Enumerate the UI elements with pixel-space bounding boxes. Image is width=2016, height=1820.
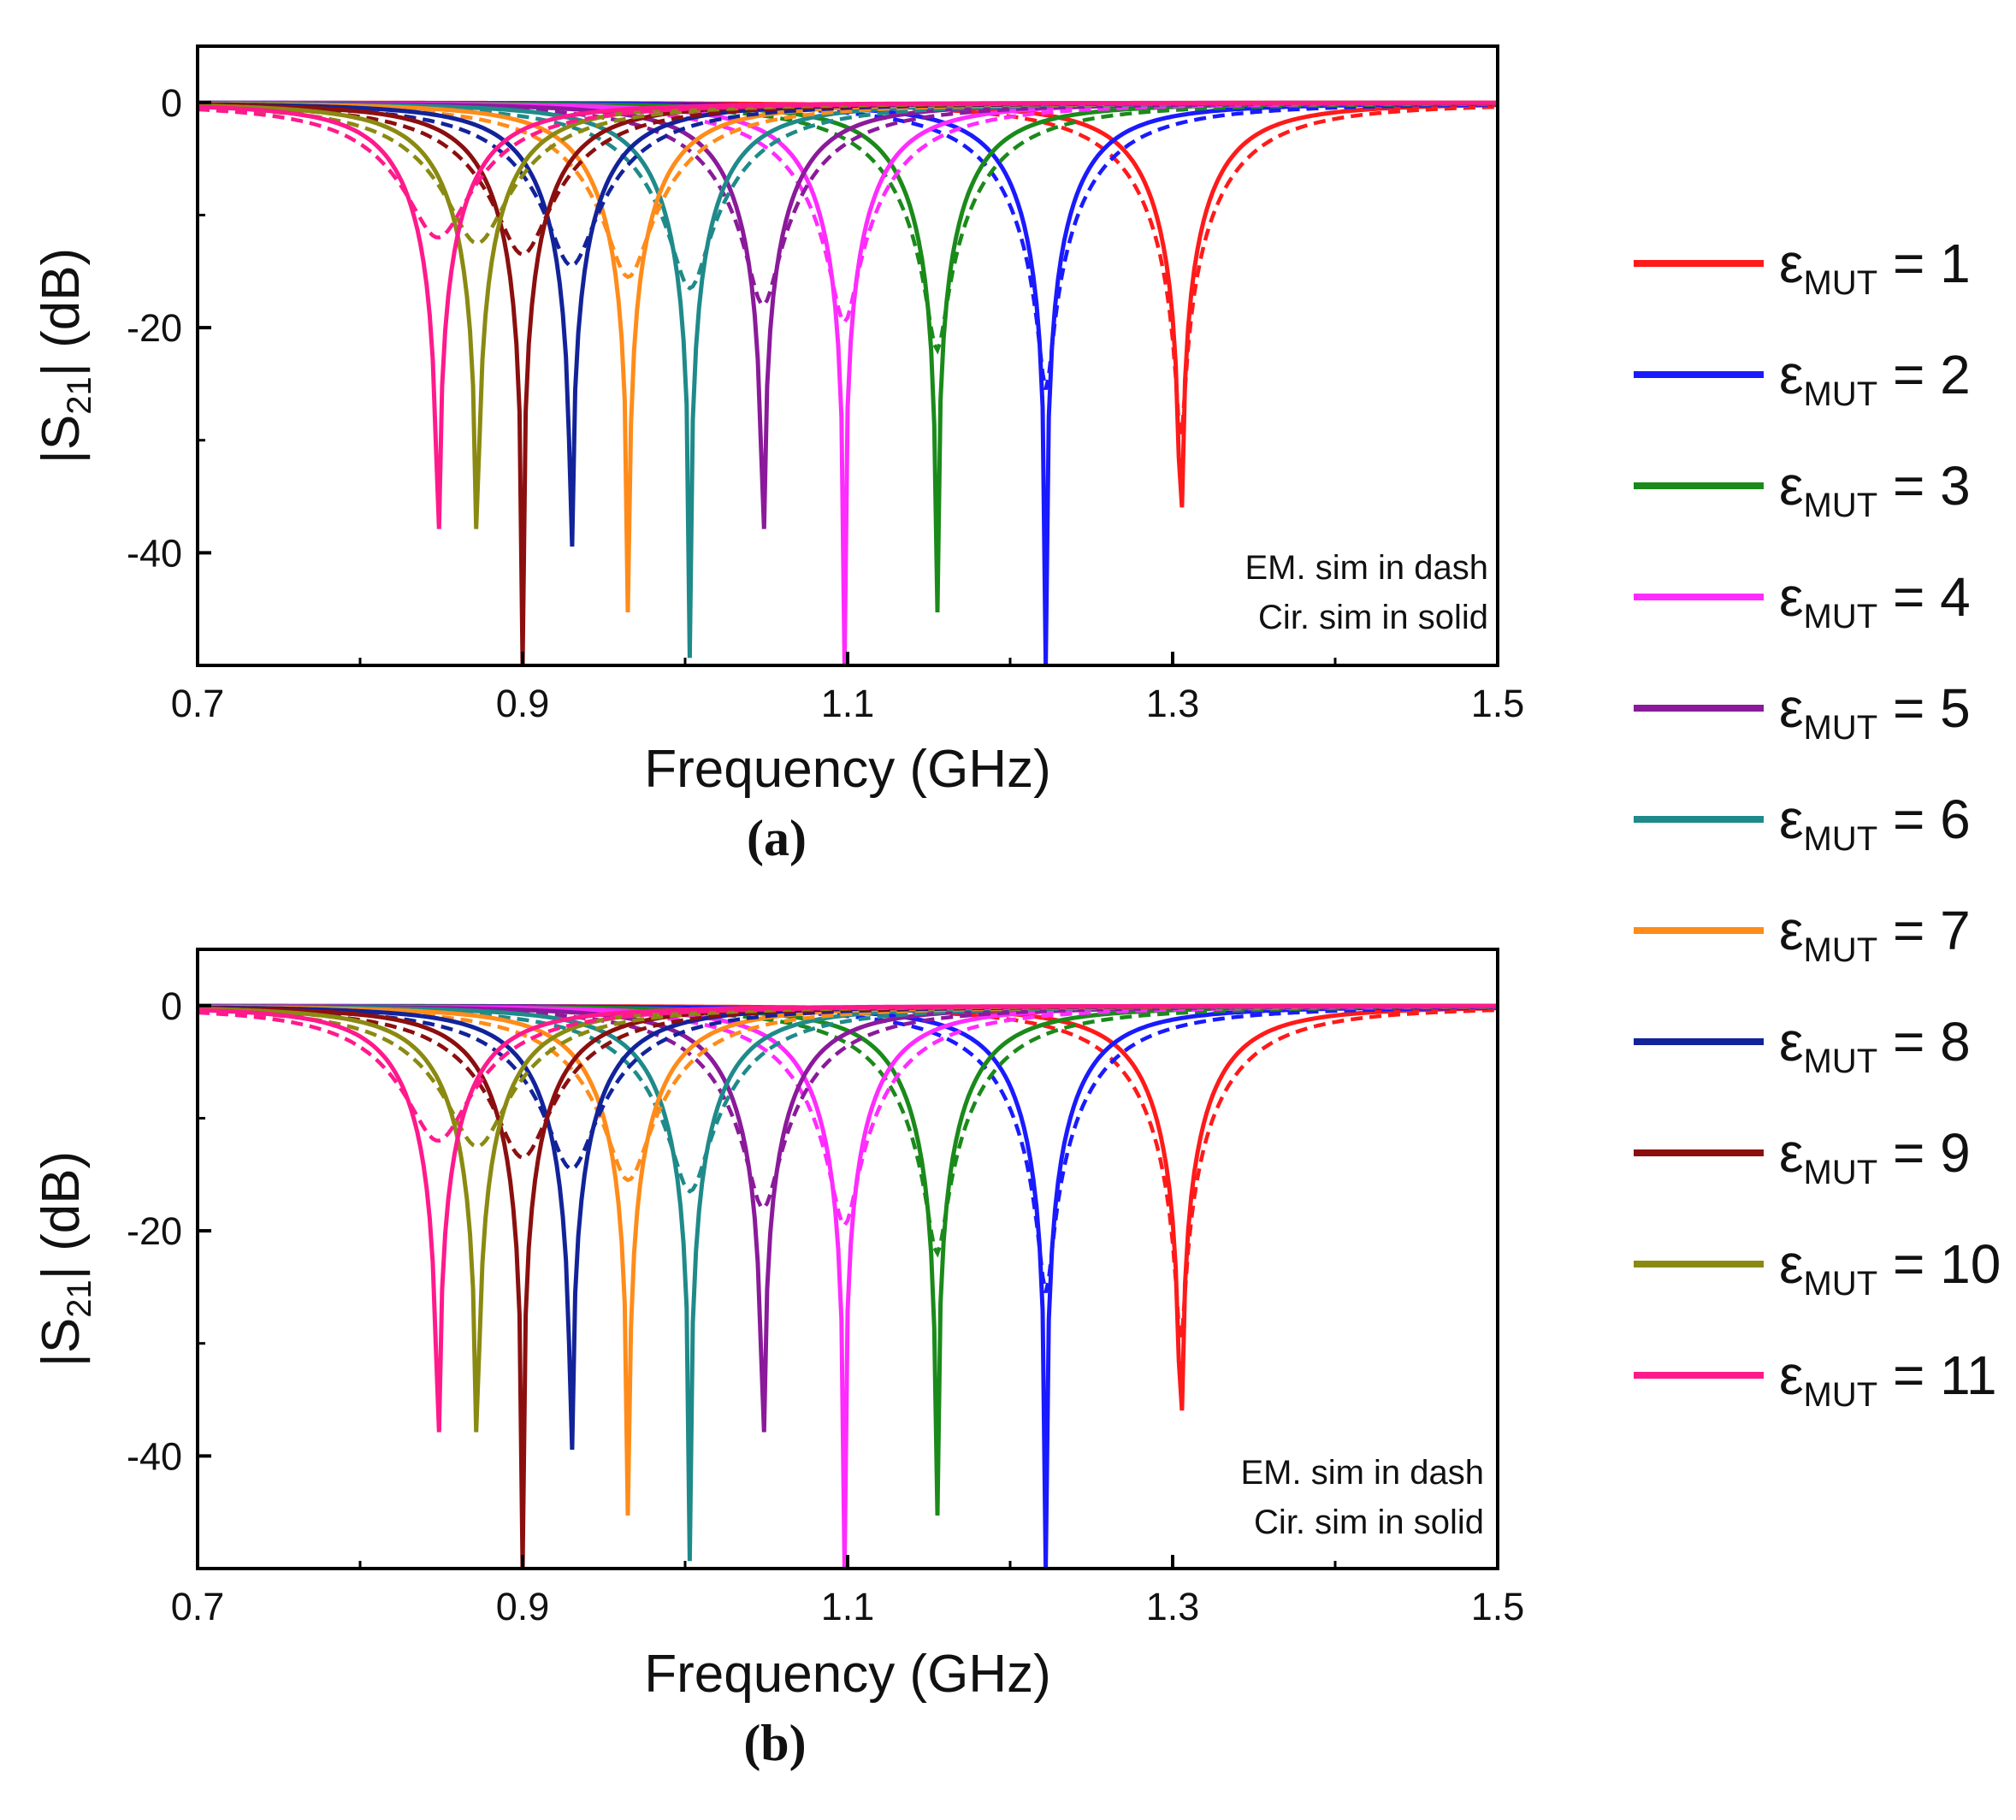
y-tick-label: 0 <box>161 984 182 1028</box>
y-tick-label: -40 <box>127 1434 182 1478</box>
series-4-dash-line <box>198 1004 1498 1229</box>
legend-label: εMUT = 5 <box>1779 677 1971 747</box>
legend-item-8: εMUT = 8 <box>1634 1011 1971 1080</box>
legend-label: εMUT = 4 <box>1779 566 1971 635</box>
legend-item-7: εMUT = 7 <box>1634 900 1971 969</box>
y-tick-label: 0 <box>161 81 182 125</box>
x-axis-title-a: Frequency (GHz) <box>644 740 1050 799</box>
legend-label: εMUT = 11 <box>1779 1344 1997 1414</box>
chart-panel-a: 0.7 0.9 1.1 1.3 1.5 0-20-40 EM. sim in dash … <box>32 44 1525 866</box>
legend-label: εMUT = 6 <box>1779 789 1971 858</box>
y-axis-title-main-b: |S <box>32 1318 91 1367</box>
x-tick-label: 1.5 <box>1471 1585 1525 1628</box>
series-5-dash-line <box>198 101 1498 308</box>
series-2-dash-line <box>198 101 1498 390</box>
y-tick-label: -40 <box>127 531 182 575</box>
x-tick-label: 1.3 <box>1146 682 1200 725</box>
legend-item-1: εMUT = 1 <box>1634 233 1971 302</box>
legend-label: εMUT = 8 <box>1779 1011 1971 1080</box>
legend-label: εMUT = 10 <box>1779 1233 2001 1303</box>
x-tick-labels-a: 0.7 0.9 1.1 1.3 1.5 <box>171 682 1525 725</box>
chart-panel-b: 0.7 0.9 1.1 1.3 1.5 0-20-40 EM. sim in dash … <box>32 948 1525 1771</box>
y-axis-title-rest-b: | (dB) <box>32 1151 91 1279</box>
legend-item-11: εMUT = 11 <box>1634 1344 1997 1414</box>
y-tick-labels-a: 0 -20 -40 <box>127 81 182 576</box>
y-axis-title-rest-a: | (dB) <box>32 248 91 376</box>
x-tick-label: 1.5 <box>1471 682 1525 725</box>
y-axis-title-sub-a: 21 <box>61 376 98 415</box>
y-axis-title-sub-b: 21 <box>61 1279 98 1318</box>
series-4-dash-line <box>198 101 1498 326</box>
series-5-dash-line <box>198 1004 1498 1211</box>
legend-label: εMUT = 3 <box>1779 455 1971 524</box>
ticks-panel-a <box>196 100 1499 665</box>
legend-item-2: εMUT = 2 <box>1634 344 1971 413</box>
x-tick-label: 1.1 <box>821 1585 875 1628</box>
x-tick-label: 0.7 <box>171 682 225 725</box>
annotation-line-1-b: EM. sim in dash <box>1240 1454 1484 1492</box>
legend-label: εMUT = 9 <box>1779 1122 1971 1191</box>
series-11-solid-line <box>198 100 1498 529</box>
legend-item-6: εMUT = 6 <box>1634 789 1971 858</box>
panel-label-a: (a) <box>747 810 807 866</box>
y-tick-label: -20 <box>127 306 182 350</box>
legend-item-3: εMUT = 3 <box>1634 455 1971 524</box>
curves-panel-b <box>198 1003 1498 1569</box>
legend-item-4: εMUT = 4 <box>1634 566 1971 635</box>
ticks-panel-b <box>196 1003 1499 1569</box>
x-tick-label: 1.1 <box>821 682 875 725</box>
annotation-line-2-a: Cir. sim in solid <box>1258 599 1488 636</box>
legend-label: εMUT = 2 <box>1779 344 1971 413</box>
x-tick-label: 0.7 <box>171 1585 225 1628</box>
x-axis-title-b: Frequency (GHz) <box>644 1645 1050 1704</box>
legend-item-9: εMUT = 9 <box>1634 1122 1971 1191</box>
y-axis-title-a: |S21| (dB) <box>32 248 98 464</box>
annotation-line-1-a: EM. sim in dash <box>1244 549 1488 587</box>
series-2-dash-line <box>198 1004 1498 1293</box>
legend-label: εMUT = 1 <box>1779 233 1971 302</box>
legend-label: εMUT = 7 <box>1779 900 1971 969</box>
legend-item-10: εMUT = 10 <box>1634 1233 2001 1303</box>
x-tick-label: 1.3 <box>1146 1585 1200 1628</box>
y-axis-title-main-a: |S <box>32 415 91 464</box>
x-tick-label: 0.9 <box>496 682 550 725</box>
x-tick-labels-b: 0.7 0.9 1.1 1.3 1.5 <box>171 1585 1525 1628</box>
annotation-line-2-b: Cir. sim in solid <box>1254 1504 1484 1541</box>
x-tick-label: 0.9 <box>496 1585 550 1628</box>
legend-item-5: εMUT = 5 <box>1634 677 1971 747</box>
series-11-solid-line <box>198 1003 1498 1433</box>
legend: εMUT = 1 εMUT = 2 εMUT = 3 εMUT = 4 εMUT = 5… <box>1634 233 2001 1414</box>
panel-label-b: (b) <box>743 1715 806 1771</box>
curves-panel-a <box>198 100 1498 665</box>
y-axis-title-b: |S21| (dB) <box>32 1151 98 1367</box>
y-tick-labels-b: 0 -20 -40 <box>127 984 182 1479</box>
y-tick-label: -20 <box>127 1209 182 1253</box>
